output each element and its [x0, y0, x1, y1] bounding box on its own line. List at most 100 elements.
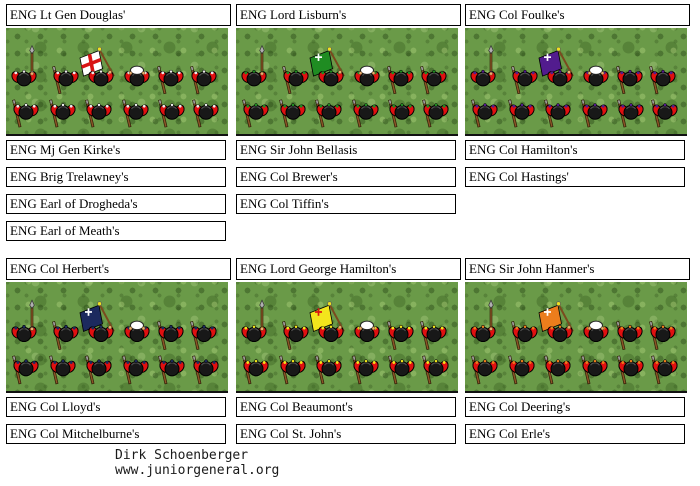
drummer-sprite	[354, 320, 380, 343]
musketeer-sprite	[190, 321, 217, 351]
officer-sprite	[241, 299, 267, 343]
musketeer-sprite	[158, 355, 185, 385]
musketeer-sprite	[122, 355, 149, 385]
unit-title-box: ENG Col Herbert's	[6, 258, 231, 280]
unit-formation-graphic	[465, 28, 687, 136]
regiment-label: ENG Col Mitchelburne's	[6, 424, 226, 444]
musketeer-sprite	[651, 99, 678, 128]
musketeer-sprite	[157, 321, 184, 351]
musketeer-sprite	[471, 355, 498, 385]
musketeer-sprite	[122, 99, 149, 128]
regimental-flag	[79, 50, 103, 77]
musketeer-sprite	[279, 99, 306, 128]
drummer-sprite	[354, 65, 380, 87]
unit-title: ENG Col Foulke's	[469, 7, 565, 22]
officer-sprite	[11, 299, 37, 343]
unit-title-box: ENG Lord Lisburn's	[236, 4, 461, 26]
drummer-sprite	[124, 65, 150, 87]
unit-title: ENG Col Herbert's	[10, 261, 110, 276]
musketeer-sprite	[52, 66, 79, 95]
unit-formation-graphic	[236, 28, 458, 136]
musketeer-sprite	[12, 99, 39, 128]
musketeer-sprite	[422, 99, 449, 128]
unit-formation-graphic	[236, 282, 458, 393]
musketeer-sprite	[511, 321, 538, 351]
musketeer-sprite	[282, 321, 309, 351]
musketeer-sprite	[49, 99, 76, 128]
credit-url: www.juniorgeneral.org	[115, 463, 280, 478]
ensign-sprite	[309, 301, 345, 343]
musketeer-sprite	[616, 66, 643, 95]
musketeer-sprite	[388, 355, 415, 385]
officer-sprite	[241, 44, 267, 87]
unit-title: ENG Lt Gen Douglas'	[10, 7, 126, 22]
regiment-label: ENG Col St. John's	[236, 424, 456, 444]
musketeer-sprite	[544, 355, 571, 385]
credits: Dirk Schoenberger www.juniorgeneral.org	[115, 448, 279, 478]
regimental-flag	[309, 304, 333, 333]
credit-author: Dirk Schoenberger	[115, 448, 249, 463]
regimental-flag	[309, 50, 333, 77]
ensign-sprite	[538, 301, 574, 343]
musketeer-sprite	[315, 355, 342, 385]
unit-formation-graphic	[465, 282, 687, 393]
drummer-sprite	[583, 320, 609, 343]
musketeer-sprite	[242, 99, 269, 128]
musketeer-sprite	[387, 321, 414, 351]
musketeer-sprite	[85, 355, 112, 385]
unit-title: ENG Lord Lisburn's	[240, 7, 347, 22]
regiment-label: ENG Col Lloyd's	[6, 397, 226, 417]
musketeer-sprite	[508, 355, 535, 385]
musketeer-sprite	[651, 355, 678, 385]
musketeer-sprite	[52, 321, 79, 351]
musketeer-sprite	[352, 355, 379, 385]
unit-formation-graphic	[6, 28, 228, 136]
musketeer-sprite	[617, 355, 644, 385]
regiment-label: ENG Earl of Drogheda's	[6, 194, 226, 214]
unit-title-box: ENG Col Foulke's	[465, 4, 690, 26]
unit-title-box: ENG Sir John Hanmer's	[465, 258, 690, 280]
officer-sprite	[470, 44, 496, 87]
regiment-label: ENG Col Brewer's	[236, 167, 456, 187]
regiment-label: ENG Col Erle's	[465, 424, 685, 444]
musketeer-sprite	[616, 321, 643, 351]
unit-title: ENG Lord George Hamilton's	[240, 261, 397, 276]
ensign-sprite	[79, 46, 115, 87]
regiment-label: ENG Col Hamilton's	[465, 140, 685, 160]
musketeer-sprite	[420, 321, 447, 351]
regiment-label: ENG Col Beaumont's	[236, 397, 456, 417]
musketeer-sprite	[158, 99, 185, 128]
regiment-label: ENG Mj Gen Kirke's	[6, 140, 226, 160]
officer-sprite	[11, 44, 37, 87]
musketeer-sprite	[49, 355, 76, 385]
musketeer-sprite	[544, 99, 571, 128]
officer-sprite	[470, 299, 496, 343]
unit-title: ENG Sir John Hanmer's	[469, 261, 595, 276]
musketeer-sprite	[617, 99, 644, 128]
musketeer-sprite	[12, 355, 39, 385]
ensign-sprite	[79, 301, 115, 343]
musketeer-sprite	[352, 99, 379, 128]
musketeer-sprite	[192, 99, 219, 128]
musketeer-sprite	[649, 66, 676, 95]
regimental-flag	[538, 50, 562, 77]
musketeer-sprite	[581, 355, 608, 385]
regiment-label: ENG Col Hastings'	[465, 167, 685, 187]
musketeer-sprite	[388, 99, 415, 128]
unit-formation-graphic	[6, 282, 228, 393]
musketeer-sprite	[387, 66, 414, 95]
musketeer-sprite	[649, 321, 676, 351]
drummer-sprite	[124, 320, 150, 343]
drummer-sprite	[583, 65, 609, 87]
unit-title-box: ENG Lord George Hamilton's	[236, 258, 461, 280]
musketeer-sprite	[508, 99, 535, 128]
musketeer-sprite	[315, 99, 342, 128]
musketeer-sprite	[279, 355, 306, 385]
musketeer-sprite	[190, 66, 217, 95]
musketeer-sprite	[471, 99, 498, 128]
regimental-flag	[79, 304, 103, 333]
regiment-label: ENG Col Deering's	[465, 397, 685, 417]
regiment-label: ENG Sir John Bellasis	[236, 140, 456, 160]
musketeer-sprite	[157, 66, 184, 95]
